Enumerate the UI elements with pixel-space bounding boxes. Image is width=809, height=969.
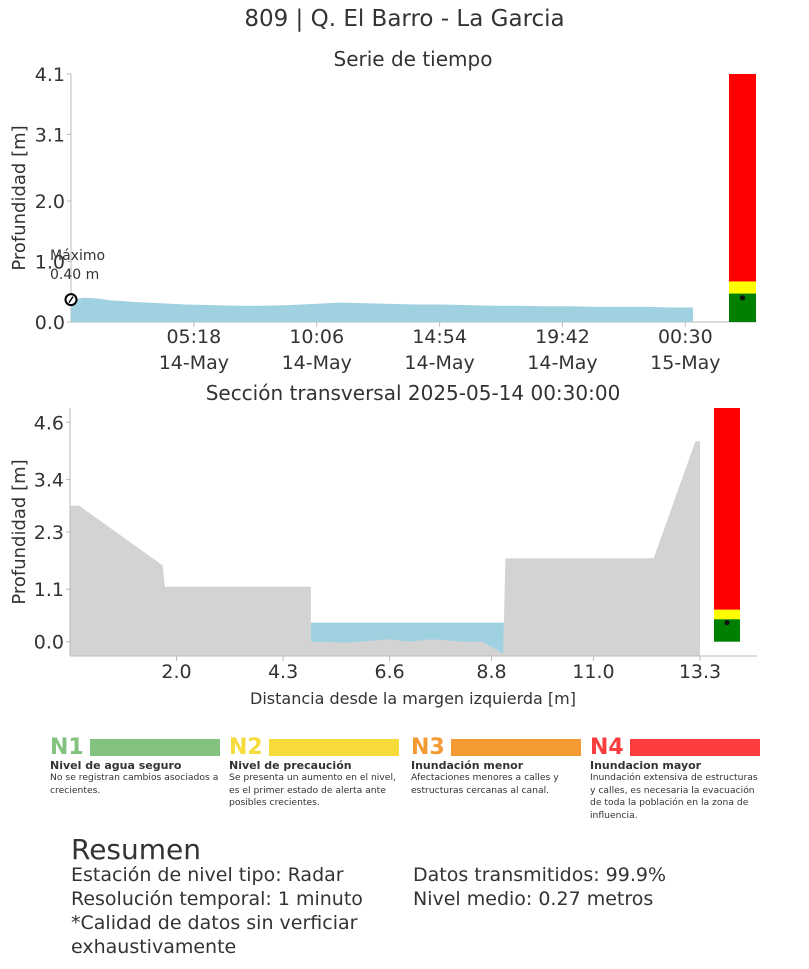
summary-resolution: Resolución temporal: 1 minuto [71, 888, 363, 910]
legend-code: N4 [590, 734, 624, 760]
y-tick-label: 4.1 [35, 64, 65, 86]
legend-n4: N4 Inundacion mayor Inundación extensiva… [590, 734, 760, 822]
alert-yellow-band [714, 609, 740, 620]
legend-title: Inundacion mayor [590, 759, 702, 772]
x-tick-label: 4.3 [268, 661, 298, 683]
y-tick-label: 0.0 [35, 312, 65, 334]
max-marker-arrow [68, 296, 74, 304]
legend-title: Inundación menor [411, 759, 524, 772]
x-tick-time-label: 05:18 [166, 326, 221, 348]
max-annotation-value: 0.40 m [50, 267, 99, 283]
summary-data-transmitted: Datos transmitidos: 99.9% [413, 864, 667, 886]
legend-color-bar [630, 738, 760, 756]
x-tick-date-label: 15-May [650, 352, 720, 374]
legend-description: Inundación extensiva de estructuras y ca… [590, 772, 758, 821]
cross-section-chart: Sección transversal 2025-05-14 00:30:00 0… [9, 381, 757, 708]
alert-green-band [714, 619, 740, 642]
y-tick-label: 1.0 [35, 252, 65, 274]
legend-n1: N1 Nivel de agua seguro No se registran … [50, 734, 220, 797]
x-tick-date-label: 14-May [527, 352, 597, 374]
x-tick-time-label: 14:54 [412, 326, 467, 348]
summary-title: Resumen [71, 833, 202, 866]
legend-title: Nivel de precaución [229, 759, 352, 772]
x-axis-label: Distancia desde la margen izquierda [m] [250, 689, 576, 708]
legend-n2: N2 Nivel de precaución Se presenta un au… [229, 734, 399, 810]
timeseries-chart: Serie de tiempo 0.0 1.0 2.0 3.1 4.1 05:18 14-Ma… [9, 47, 757, 374]
summary-mean-level: Nivel medio: 0.27 metros [413, 888, 654, 910]
ground-profile [70, 441, 700, 656]
legend-color-bar [451, 738, 581, 756]
y-axis-label: Profundidad [m] [9, 459, 30, 604]
summary-station-type: Estación de nivel tipo: Radar [71, 864, 344, 886]
y-tick-label: 1.1 [34, 579, 64, 601]
x-tick-time-label: 10:06 [289, 326, 344, 348]
x-tick-date-label: 14-May [282, 352, 352, 374]
x-tick-label: 2.0 [161, 661, 191, 683]
current-level-marker [724, 620, 730, 626]
legend-n3: N3 Inundación menor Afectaciones menores… [411, 734, 581, 797]
y-tick-label: 2.0 [35, 191, 65, 213]
legend-code: N3 [411, 734, 445, 760]
legend-description: Afectaciones menores a calles y estructu… [411, 772, 559, 796]
x-tick-label: 6.6 [375, 661, 405, 683]
page-title: 809 | Q. El Barro - La Garcia [244, 6, 565, 32]
y-tick-label: 4.6 [34, 412, 64, 434]
legend-description: No se registran cambios asociados a crec… [50, 772, 219, 796]
alert-red-band [729, 74, 756, 282]
legend-code: N1 [50, 734, 84, 760]
legend-code: N2 [229, 734, 263, 760]
legend-title: Nivel de agua seguro [50, 759, 182, 772]
x-tick-label: 11.0 [572, 661, 614, 683]
x-tick-time-label: 00:30 [658, 326, 713, 348]
legend-color-bar [269, 738, 399, 756]
legend-description: Se presenta un aumento en el nivel, es e… [229, 772, 396, 808]
current-level-marker [739, 295, 746, 301]
y-tick-label: 0.0 [34, 632, 64, 654]
x-tick-label: 8.8 [476, 661, 506, 683]
y-axis-label: Profundidad [m] [9, 125, 30, 270]
max-annotation-label: Máximo [50, 248, 105, 264]
chart-title: Serie de tiempo [334, 47, 493, 71]
alert-red-band [714, 408, 740, 610]
legend-color-bar [90, 738, 220, 756]
summary-quality-note-cont: exhaustivamente [71, 936, 237, 958]
x-tick-time-label: 19:42 [535, 326, 590, 348]
y-tick-label: 3.1 [35, 124, 65, 146]
chart-title: Sección transversal 2025-05-14 00:30:00 [206, 381, 621, 405]
summary-quality-note: *Calidad de datos sin verficiar [71, 912, 358, 934]
water-depth-area [71, 297, 693, 322]
x-tick-date-label: 14-May [159, 352, 229, 374]
y-tick-label: 3.4 [34, 470, 64, 492]
x-tick-label: 13.3 [679, 661, 721, 683]
alert-yellow-band [729, 281, 756, 294]
y-tick-label: 2.3 [34, 522, 64, 544]
x-tick-date-label: 14-May [404, 352, 474, 374]
